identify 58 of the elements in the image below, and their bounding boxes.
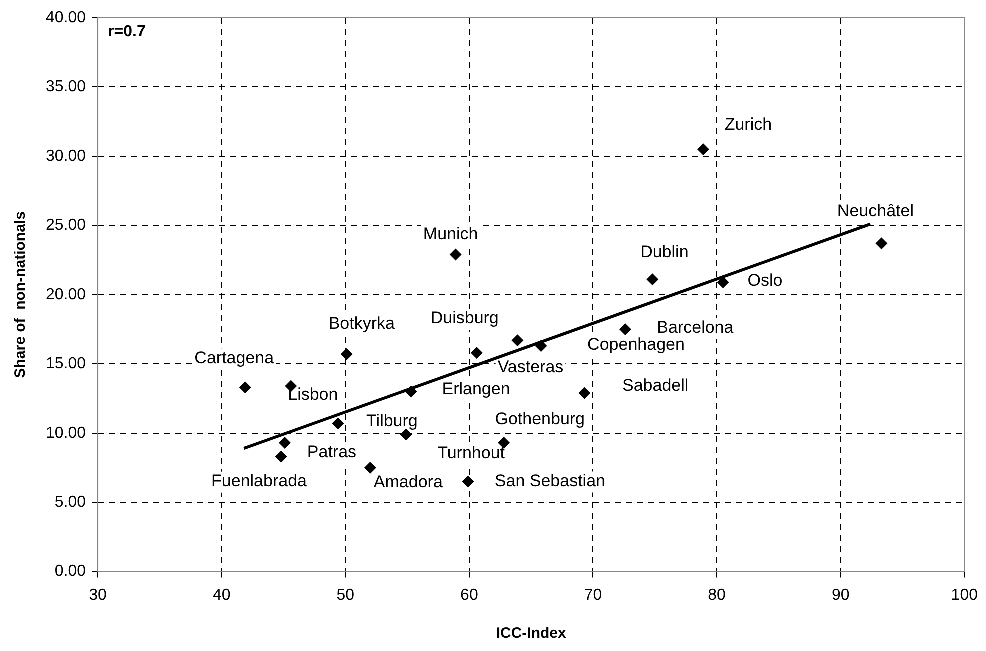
point bbox=[470, 347, 483, 360]
y-tick-label: 15.00 bbox=[46, 356, 86, 373]
point bbox=[340, 348, 353, 360]
x-tick-label: 90 bbox=[832, 586, 850, 604]
annotation: Zurich bbox=[724, 115, 772, 134]
y-tick-label: 0.00 bbox=[54, 563, 86, 580]
y-tick-label: 35.00 bbox=[46, 78, 86, 96]
x-tick-label: 50 bbox=[336, 586, 355, 604]
point bbox=[278, 437, 291, 450]
point bbox=[332, 418, 344, 430]
point bbox=[646, 274, 659, 286]
x-tick-label: 40 bbox=[212, 586, 231, 604]
point bbox=[512, 334, 524, 347]
y-tick-label: 25.00 bbox=[46, 217, 86, 234]
annotation: Botkyrka bbox=[328, 314, 396, 334]
point bbox=[364, 462, 376, 474]
point bbox=[239, 382, 252, 394]
annotation: Neuchâtel bbox=[837, 201, 914, 220]
y-tick-label: 40.00 bbox=[46, 9, 86, 26]
annotation: Dublin bbox=[640, 242, 689, 262]
point bbox=[405, 386, 418, 398]
x-tick-label: 60 bbox=[460, 586, 478, 604]
y-tick-label: 10.00 bbox=[46, 424, 86, 442]
annotation: Copenhagen bbox=[588, 334, 685, 354]
y-tick-label: 20.00 bbox=[46, 286, 86, 304]
annotation: San Sebastian bbox=[494, 471, 606, 490]
annotation: Sabadell bbox=[622, 376, 689, 395]
annotation: Patras bbox=[307, 442, 357, 462]
y-tick-label: 30.00 bbox=[46, 148, 86, 165]
x-tick-label: 30 bbox=[89, 586, 108, 604]
x-tick-label: 80 bbox=[708, 586, 726, 604]
annotation: r=0.7 bbox=[108, 23, 146, 40]
point bbox=[275, 450, 288, 463]
point bbox=[876, 238, 888, 250]
point bbox=[462, 476, 474, 488]
annotation: Barcelona bbox=[657, 318, 734, 338]
point bbox=[535, 340, 548, 352]
annotation: Cartagena bbox=[194, 348, 275, 368]
point bbox=[578, 387, 591, 400]
x-axis-title: ICC-Index bbox=[496, 625, 567, 642]
point bbox=[450, 248, 462, 261]
annotation: Munich bbox=[423, 224, 478, 244]
annotation: Amadora bbox=[374, 472, 444, 492]
annotation: Erlangen bbox=[442, 380, 510, 399]
point bbox=[619, 324, 632, 336]
annotation: Gothenburg bbox=[495, 410, 586, 429]
annotation: Lisbon bbox=[288, 384, 338, 404]
annotation: Vasteras bbox=[498, 357, 564, 376]
x-tick-label: 70 bbox=[584, 586, 602, 604]
annotation: Turnhout bbox=[438, 443, 506, 462]
annotation: Tilburg bbox=[366, 411, 418, 430]
point bbox=[697, 144, 710, 156]
annotation: Fuenlabrada bbox=[212, 472, 308, 491]
annotation: Duisburg bbox=[430, 308, 499, 328]
y-axis-title: Share of non-nationals bbox=[12, 212, 30, 378]
y-tick-label: 5.00 bbox=[54, 494, 86, 511]
annotation: Oslo bbox=[748, 271, 783, 290]
x-tick-label: 100 bbox=[951, 586, 978, 604]
